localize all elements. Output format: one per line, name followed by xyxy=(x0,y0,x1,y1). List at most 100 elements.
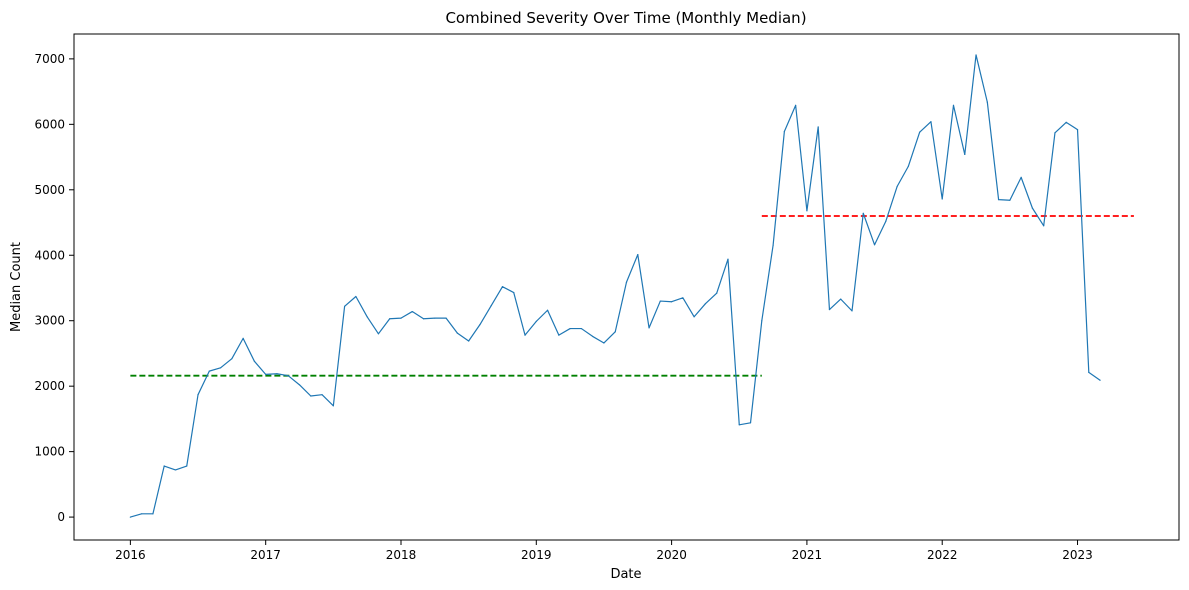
y-tick-label: 3000 xyxy=(34,314,65,328)
data-point xyxy=(569,327,571,330)
data-point xyxy=(862,212,864,214)
data-point xyxy=(456,332,458,334)
data-point xyxy=(975,54,977,56)
data-point xyxy=(332,405,334,407)
data-point xyxy=(986,101,988,103)
data-point xyxy=(885,220,887,222)
x-tick-label: 2019 xyxy=(521,548,552,562)
data-point xyxy=(580,327,582,330)
y-axis-label: Median Count xyxy=(9,242,24,332)
data-point xyxy=(265,373,267,375)
data-point xyxy=(851,310,853,312)
data-point xyxy=(344,305,346,307)
series-layer xyxy=(129,54,1101,518)
data-point xyxy=(422,318,425,320)
data-point xyxy=(941,198,943,200)
data-point xyxy=(817,126,819,128)
y-tick-label: 6000 xyxy=(34,117,65,131)
data-point xyxy=(321,394,323,396)
x-tick-label: 2020 xyxy=(656,548,687,562)
data-point xyxy=(186,465,188,467)
data-point xyxy=(524,334,526,336)
data-point xyxy=(366,316,368,318)
data-point xyxy=(783,130,785,133)
x-tick-label: 2023 xyxy=(1062,548,1093,562)
x-tick-label: 2016 xyxy=(115,548,146,562)
data-point xyxy=(174,469,177,471)
y-axis: 0 1000 2000 3000 4000 5000 6000 7000 xyxy=(34,52,74,524)
data-point xyxy=(231,358,233,360)
data-point xyxy=(682,297,684,299)
data-point xyxy=(637,253,639,256)
data-point xyxy=(772,244,774,247)
data-point xyxy=(1088,371,1090,374)
data-point xyxy=(501,286,504,288)
data-point xyxy=(840,298,842,300)
data-point xyxy=(1043,225,1045,227)
data-point xyxy=(129,516,131,518)
data-point xyxy=(276,373,278,375)
y-tick-label: 1000 xyxy=(34,445,65,459)
data-point xyxy=(693,316,695,318)
y-tick-label: 4000 xyxy=(34,248,65,262)
data-point xyxy=(648,327,650,329)
data-point xyxy=(704,303,707,305)
x-axis: 2016 2017 2018 2019 2020 2021 2022 2023 xyxy=(115,540,1093,562)
y-tick-label: 7000 xyxy=(34,52,65,66)
data-point xyxy=(919,131,921,133)
data-point xyxy=(952,104,955,106)
data-point xyxy=(873,244,876,246)
data-point xyxy=(208,370,210,372)
data-point xyxy=(603,342,605,344)
data-point xyxy=(355,295,357,298)
data-point xyxy=(930,121,932,123)
data-point xyxy=(400,317,402,319)
data-point xyxy=(163,465,165,467)
data-point xyxy=(727,258,729,260)
data-point xyxy=(377,333,380,335)
data-point xyxy=(614,331,616,333)
data-point xyxy=(479,324,481,326)
data-point xyxy=(1099,379,1101,381)
data-point xyxy=(716,292,718,294)
data-point xyxy=(625,281,628,283)
data-point xyxy=(287,375,289,377)
data-point xyxy=(558,334,560,336)
data-point xyxy=(535,320,537,322)
data-point xyxy=(659,300,661,302)
data-point xyxy=(896,185,898,188)
data-point xyxy=(1031,207,1034,209)
data-point xyxy=(907,165,909,167)
data-point xyxy=(761,320,763,322)
x-tick-label: 2017 xyxy=(250,548,281,562)
data-point xyxy=(434,317,436,319)
data-point xyxy=(219,367,222,369)
data-point xyxy=(513,291,515,294)
chart-title: Combined Severity Over Time (Monthly Med… xyxy=(445,9,806,27)
data-point xyxy=(490,305,492,307)
data-point xyxy=(592,335,594,338)
y-tick-label: 2000 xyxy=(34,379,65,393)
data-point xyxy=(828,308,831,311)
data-point xyxy=(445,317,447,319)
reference-lines xyxy=(130,215,1134,377)
data-point xyxy=(242,337,244,339)
data-point xyxy=(197,394,199,396)
plot-frame xyxy=(73,33,1180,541)
data-point xyxy=(806,210,808,212)
y-tick-label: 0 xyxy=(57,510,65,524)
data-point xyxy=(997,199,1000,201)
data-point xyxy=(389,318,391,320)
data-point xyxy=(964,153,966,156)
data-point xyxy=(546,309,549,311)
data-point xyxy=(141,513,143,515)
data-point xyxy=(468,340,470,342)
x-tick-label: 2021 xyxy=(792,548,823,562)
data-point xyxy=(1020,176,1022,178)
y-tick-label: 5000 xyxy=(34,183,65,197)
data-point xyxy=(671,301,673,303)
data-point xyxy=(749,422,752,424)
data-point xyxy=(298,384,301,386)
x-tick-label: 2018 xyxy=(386,548,417,562)
